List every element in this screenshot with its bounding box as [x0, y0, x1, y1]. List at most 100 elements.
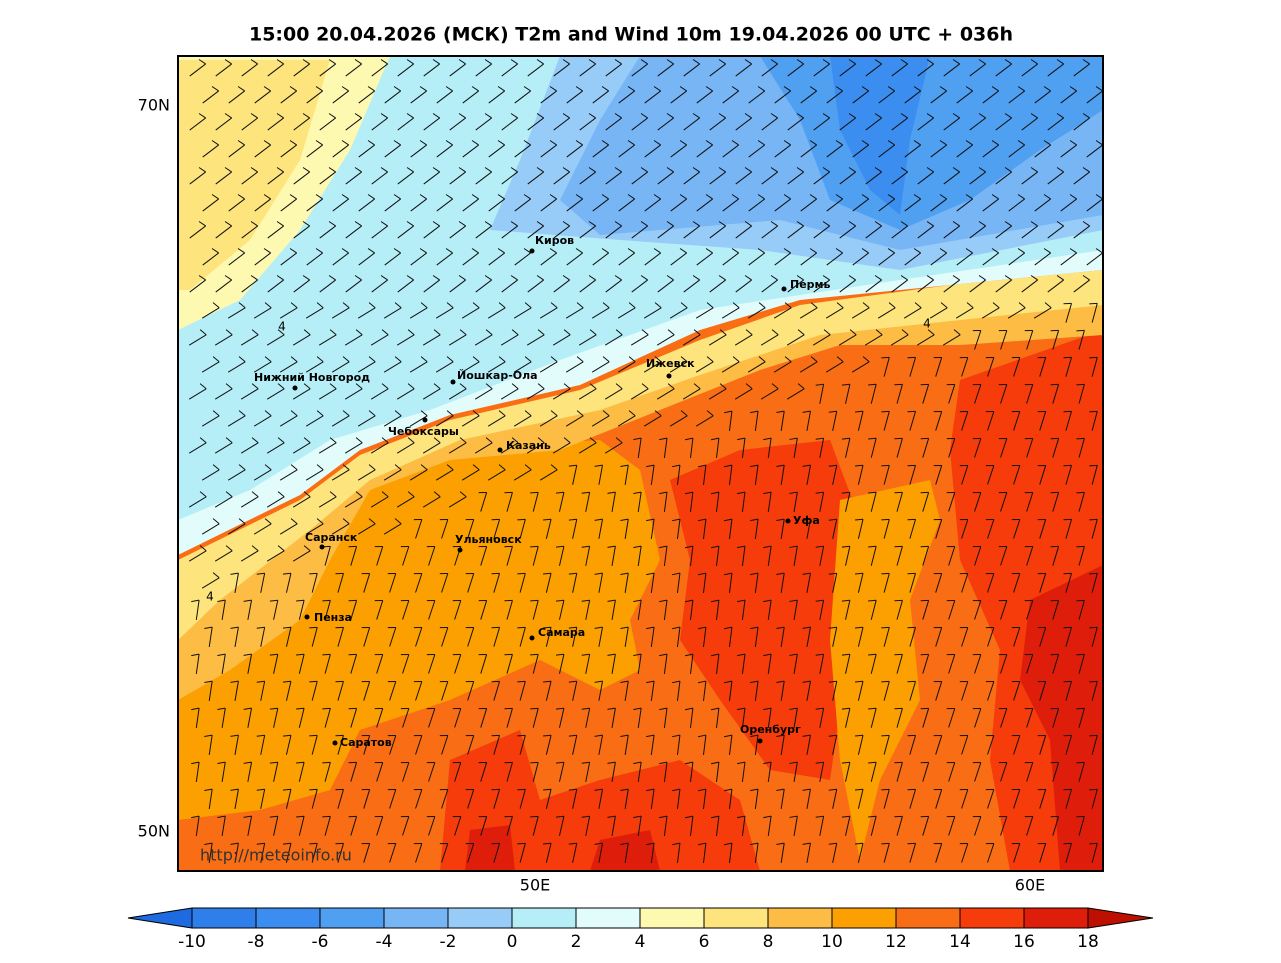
wind-barb: [306, 90, 323, 104]
wind-barb: [935, 627, 943, 647]
wind-barb: [633, 815, 642, 819]
wind-barb: [472, 464, 480, 471]
wind-barb: [298, 654, 305, 674]
colorbar-segment: [383, 907, 449, 929]
mild-area: [178, 440, 660, 820]
wind-barb: [253, 307, 272, 319]
wind-barb: [367, 140, 375, 146]
wind-barb: [355, 383, 363, 390]
wind-barb: [644, 90, 661, 104]
wind-barb: [620, 464, 629, 467]
wind-barb: [368, 464, 376, 471]
wind-barb: [961, 789, 969, 809]
wind-barb: [828, 572, 837, 575]
wind-barb: [709, 279, 726, 293]
wind-barb: [410, 144, 427, 158]
wind-barb: [572, 573, 578, 593]
wind-barb: [917, 63, 934, 77]
wind-barb: [637, 492, 642, 512]
wind-barb: [809, 248, 817, 254]
wind-barb: [380, 275, 388, 281]
wind-barb: [624, 627, 629, 647]
wind-barb: [445, 86, 453, 92]
wind-barb: [735, 117, 752, 131]
wind-barb: [987, 357, 995, 377]
wind-barb: [493, 789, 501, 809]
wind-barb: [883, 843, 890, 863]
wind-barb: [676, 843, 681, 863]
wind-barb: [672, 842, 681, 846]
wind-barb: [689, 546, 694, 566]
wind-barb: [204, 788, 213, 792]
wind-barb: [454, 654, 462, 674]
wind-barb: [279, 523, 298, 535]
wind-barb: [1021, 117, 1038, 131]
wind-barb: [1073, 117, 1090, 131]
wind-barb: [316, 356, 324, 363]
wind-barb: [689, 600, 694, 620]
wind-barb: [692, 59, 700, 65]
city-dot: [332, 740, 338, 746]
wind-barb: [201, 361, 220, 373]
wind-barb: [787, 225, 804, 239]
wind-barb: [406, 113, 414, 119]
wind-barb: [703, 465, 707, 485]
wind-barb: [566, 252, 583, 266]
wind-barb: [368, 302, 376, 309]
wind-barb: [225, 491, 233, 498]
wind-barb: [576, 302, 584, 309]
wind-barb: [715, 654, 720, 674]
wind-barb: [1091, 411, 1098, 431]
wind-barb: [868, 707, 877, 710]
wind-barb: [864, 334, 883, 346]
wind-barb: [467, 681, 475, 701]
wind-barb: [868, 383, 877, 386]
wind-barb: [305, 361, 324, 373]
wind-barb: [631, 63, 648, 77]
wind-barb: [855, 626, 864, 629]
wind-barb: [1000, 384, 1008, 404]
wind-barb: [280, 252, 297, 266]
wind-barb: [384, 198, 401, 212]
wind-barb: [943, 63, 960, 77]
wind-barb: [1008, 198, 1025, 212]
wind-barb: [922, 492, 930, 512]
wind-barb: [943, 225, 960, 239]
wind-barb: [234, 573, 239, 593]
wind-barb: [575, 86, 583, 92]
wind-barb: [380, 113, 388, 119]
wind-barb: [341, 194, 349, 200]
wind-barb: [930, 198, 947, 212]
wind-barb: [802, 842, 811, 845]
wind-barb: [428, 600, 436, 620]
wind-barb: [315, 140, 323, 146]
wind-barb: [669, 307, 688, 319]
wind-barb: [354, 59, 362, 65]
wind-barb: [1089, 734, 1098, 737]
wind-barb: [841, 599, 850, 602]
wind-barb: [627, 86, 635, 92]
wind-barb: [217, 761, 226, 764]
wind-barb: [449, 279, 466, 293]
wind-barb: [800, 90, 817, 104]
wind-barb: [1065, 411, 1072, 431]
wind-barb: [598, 843, 604, 863]
wind-barb: [553, 279, 570, 293]
wind-barb: [875, 329, 883, 336]
wind-barb: [615, 383, 623, 390]
wind-barb: [828, 788, 837, 791]
wind-barb: [789, 815, 798, 818]
wind-barb: [930, 252, 947, 266]
wind-barb: [974, 330, 982, 350]
wind-barb: [324, 708, 331, 728]
wind-barb: [594, 572, 603, 575]
wind-barb: [493, 843, 501, 863]
wind-barb: [857, 465, 864, 485]
wind-barb: [568, 626, 577, 629]
wind-barb: [874, 221, 882, 227]
wind-barb: [202, 252, 219, 266]
wind-barb: [358, 144, 375, 158]
wind-barb: [1060, 90, 1077, 104]
wind-barb: [620, 518, 629, 521]
wind-barb: [848, 113, 856, 119]
